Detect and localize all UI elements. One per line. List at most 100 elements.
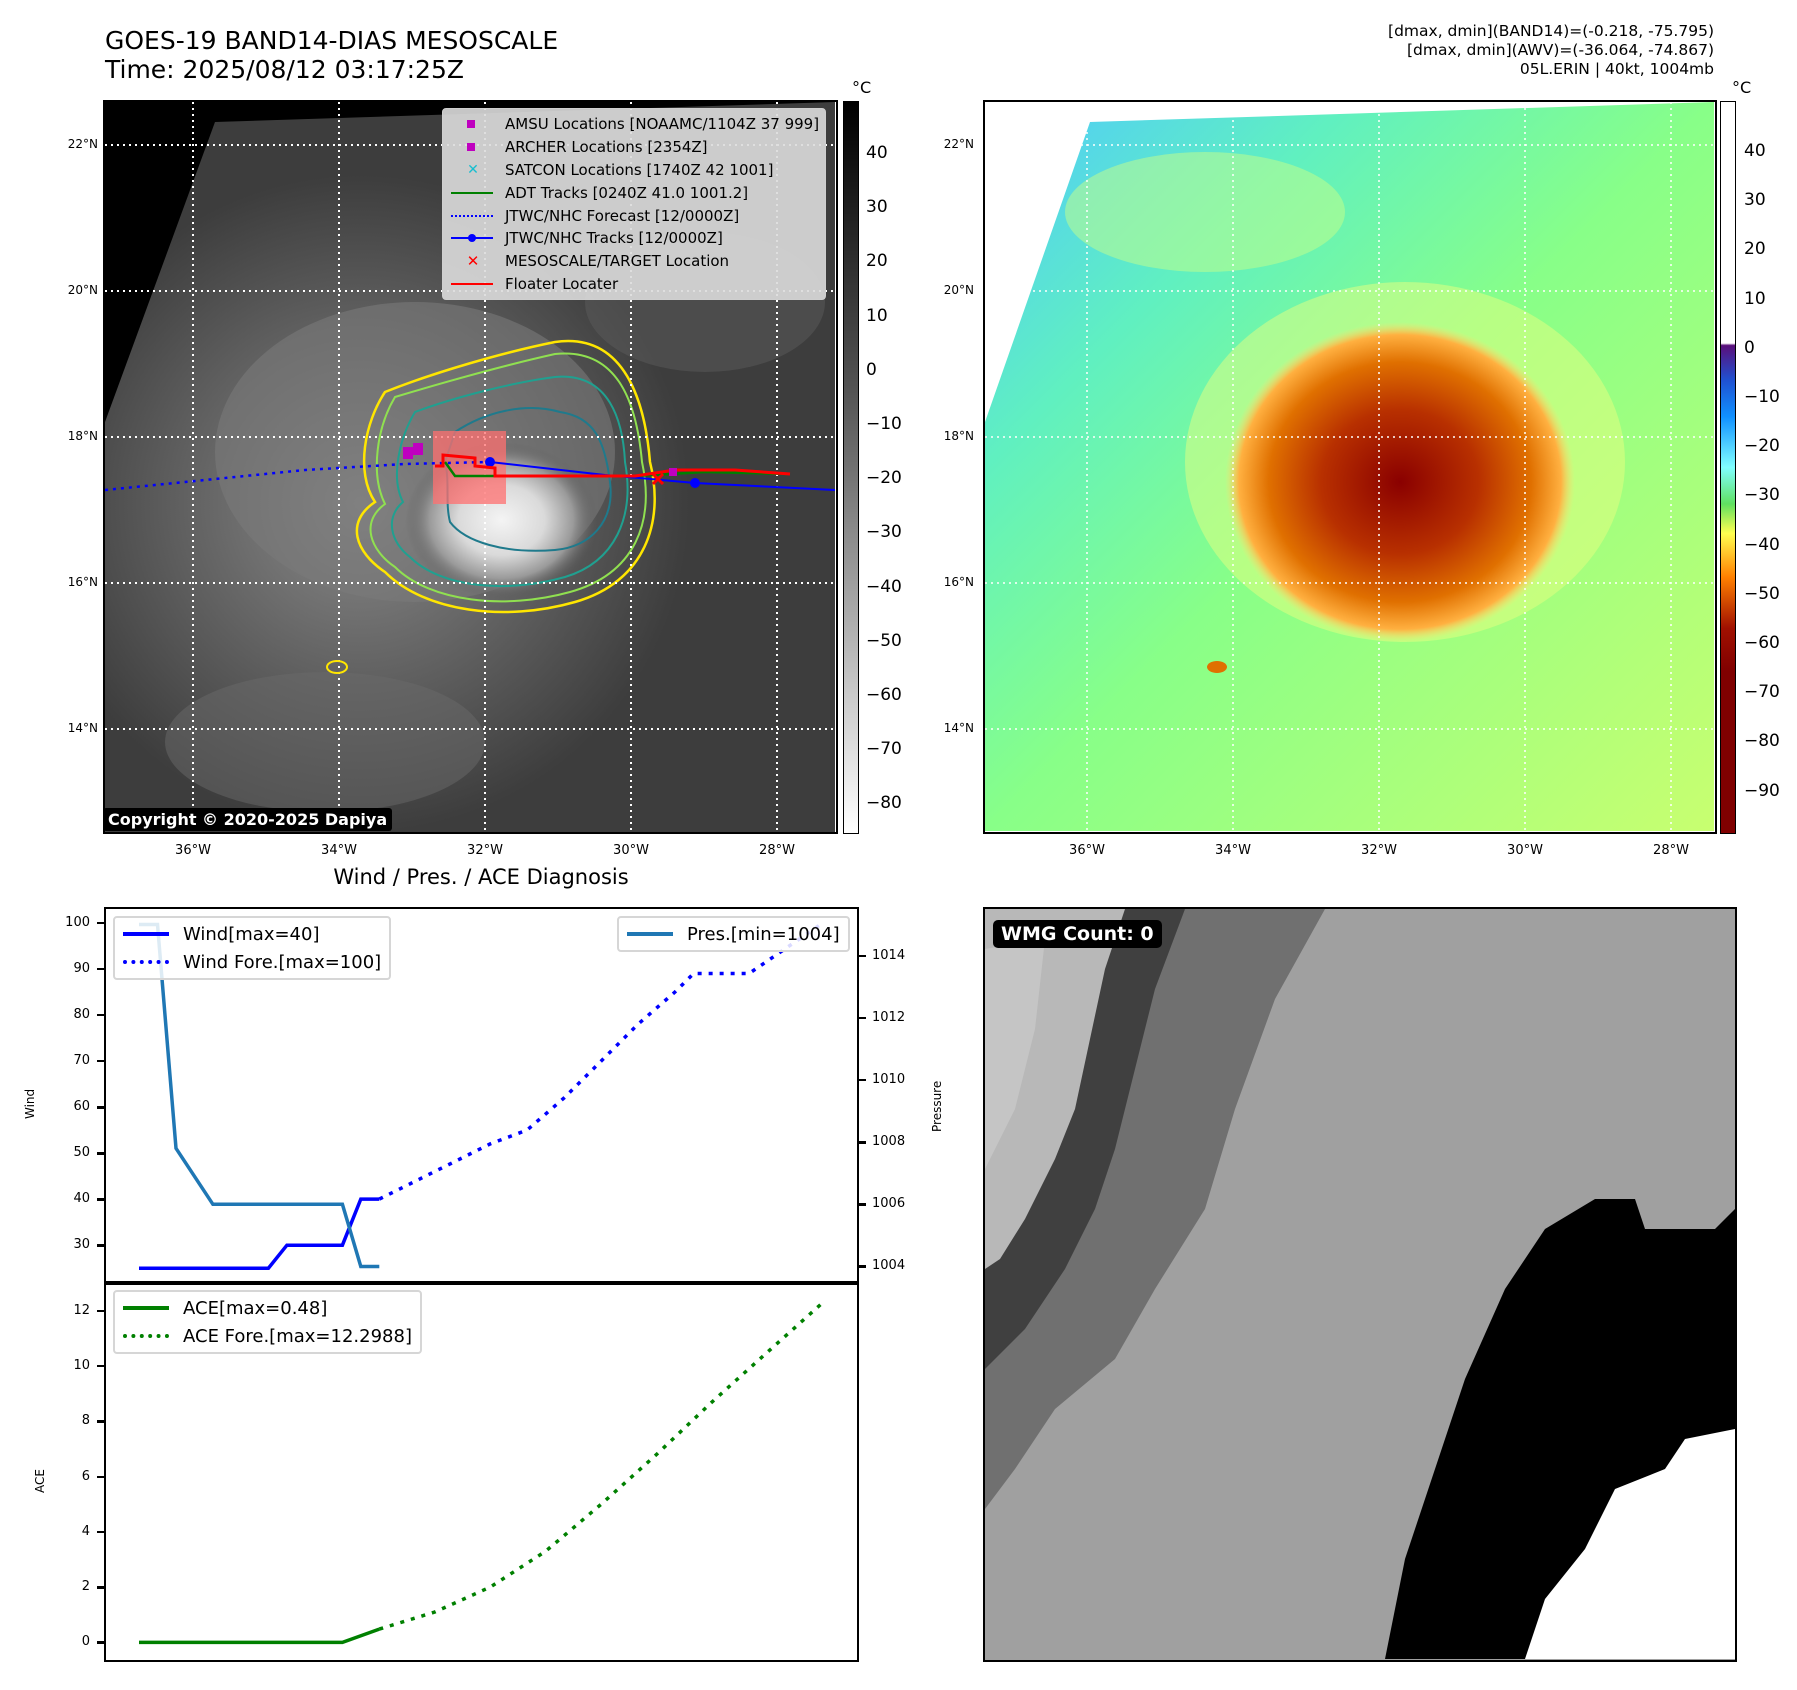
line-icon — [449, 277, 497, 291]
colorbar-tick-label: 0 — [866, 359, 877, 380]
solid-line-icon — [627, 929, 675, 939]
color-colorbar — [1720, 101, 1736, 834]
solid-line-icon — [123, 929, 171, 939]
axis-tick-mark — [97, 1586, 104, 1589]
lon-label: 36°W — [1069, 843, 1105, 858]
lon-label: 30°W — [613, 843, 649, 858]
axis-tick-mark — [859, 1016, 866, 1020]
colorbar-tick-label: −10 — [866, 414, 902, 434]
pressure-legend: Pres.[min=1004] — [617, 916, 850, 952]
axis-tick-label: 4 — [81, 1523, 90, 1539]
axis-tick-label: 90 — [73, 960, 90, 976]
axis-tick-mark — [97, 1641, 104, 1644]
axis-tick-mark — [97, 1198, 104, 1201]
colorbar-tick-label: −60 — [866, 685, 902, 705]
axis-tick-label: 80 — [73, 1006, 90, 1022]
band14-stats: [dmax, dmin](BAND14)=(-0.218, -75.795) — [1388, 22, 1714, 40]
best-track — [489, 461, 836, 491]
axis-tick-mark — [97, 1364, 104, 1368]
lat-label: 20°N — [67, 283, 98, 297]
solid-line-icon — [123, 1303, 171, 1313]
lon-label: 34°W — [321, 843, 357, 858]
colorbar-tick-label: 20 — [1744, 239, 1766, 260]
axis-tick-label: 0 — [81, 1634, 90, 1650]
contour-lightgreen — [369, 352, 647, 603]
stats-block: [dmax, dmin](BAND14)=(-0.218, -75.795) [… — [1388, 22, 1714, 79]
colorbar-tick-label: −70 — [866, 739, 902, 760]
series-line-wind-fore- — [378, 921, 824, 1201]
wind-legend: Wind[max=40] Wind Fore.[max=100] — [113, 916, 392, 980]
legend-item-target: ✕ MESOSCALE/TARGET Location — [449, 250, 819, 273]
lat-label: 20°N — [943, 283, 974, 297]
lon-label: 28°W — [1653, 843, 1689, 858]
pressure-axis-label: Pressure — [930, 1080, 944, 1132]
track-point — [690, 478, 700, 488]
colorbar-tick-label: −50 — [1744, 583, 1780, 604]
lat-label: 22°N — [943, 137, 974, 151]
square-marker-icon — [449, 117, 497, 131]
series-line-ace-fore- — [378, 1301, 825, 1631]
storm-info: 05L.ERIN | 40kt, 1004mb — [1519, 60, 1714, 78]
x-marker-icon: ✕ — [467, 161, 479, 178]
colorbar-tick-label: 0 — [1744, 337, 1755, 358]
ace-axis-label: ACE — [33, 1469, 47, 1493]
colorbar-tick-label: 40 — [1744, 141, 1766, 161]
axis-tick-mark — [859, 1203, 866, 1206]
amsu-marker — [403, 447, 413, 459]
colorbar-tick-label: 10 — [866, 305, 888, 326]
axis-tick-mark — [859, 1078, 866, 1082]
wmg-image — [985, 909, 1735, 1659]
product-title: GOES-19 BAND14-DIAS MESOSCALE — [105, 26, 559, 55]
axis-tick-label: 8 — [81, 1413, 90, 1429]
colorbar-tick-label: 20 — [866, 251, 888, 272]
ir-enhanced-image — [985, 102, 1714, 831]
lon-label: 30°W — [1507, 843, 1543, 858]
product-time: Time: 2025/08/12 03:17:25Z — [105, 55, 464, 84]
series-line-wind — [139, 1197, 380, 1270]
lat-label: 16°N — [943, 575, 974, 589]
colorbar-tick-label: 30 — [1744, 190, 1766, 211]
lon-label: 36°W — [175, 843, 211, 858]
archer-marker — [669, 468, 677, 476]
colorbar-tick-label: 30 — [866, 197, 888, 218]
legend-item-wind-forecast: Wind Fore.[max=100] — [123, 948, 381, 976]
lat-label: 22°N — [67, 137, 98, 151]
axis-tick-label: 1004 — [872, 1258, 906, 1274]
colorbar-tick-label: 10 — [1744, 288, 1766, 309]
axis-tick-mark — [859, 1265, 866, 1268]
legend-item-wind: Wind[max=40] — [123, 920, 381, 948]
colorbar-tick-label: −30 — [1744, 485, 1780, 506]
gray-colorbar-unit: °C — [852, 78, 872, 97]
lon-label: 32°W — [467, 843, 503, 858]
colorbar-tick-label: −10 — [1744, 387, 1780, 407]
axis-tick-label: 40 — [73, 1191, 90, 1207]
dotted-line-icon — [449, 209, 497, 223]
legend-item-pressure: Pres.[min=1004] — [627, 920, 840, 948]
colorbar-tick-label: −70 — [1744, 682, 1780, 703]
dotted-line-icon — [123, 957, 171, 967]
ace-plot — [104, 1281, 859, 1662]
dotted-line-icon — [123, 1331, 171, 1341]
axis-tick-mark — [97, 921, 104, 925]
axis-tick-label: 100 — [65, 914, 90, 930]
axis-tick-label: 50 — [73, 1145, 90, 1161]
colorbar-tick-label: −20 — [1744, 436, 1780, 457]
colorbar-tick-label: −40 — [866, 576, 902, 597]
axis-tick-label: 1014 — [872, 947, 906, 963]
wmg-count-badge: WMG Count: 0 — [993, 920, 1162, 948]
axis-tick-label: 12 — [73, 1302, 90, 1318]
lat-label: 18°N — [67, 429, 98, 443]
legend-item-ace-forecast: ACE Fore.[max=12.2988] — [123, 1322, 412, 1350]
contour-darkteal — [443, 407, 612, 552]
lon-label: 34°W — [1215, 843, 1251, 858]
wmg-panel — [983, 907, 1737, 1662]
series-line-ace — [139, 1627, 380, 1645]
axis-tick-mark — [97, 967, 104, 971]
map-legend: AMSU Locations [NOAAMC/1104Z 37 999] ARC… — [442, 108, 827, 301]
color-colorbar-unit: °C — [1732, 78, 1752, 97]
forecast-track — [105, 460, 491, 492]
copyright-label: Copyright © 2020-2025 Dapiya — [103, 808, 393, 831]
colorbar-tick-label: −80 — [1744, 731, 1780, 752]
track-point — [485, 457, 495, 467]
axis-tick-mark — [97, 1530, 104, 1534]
